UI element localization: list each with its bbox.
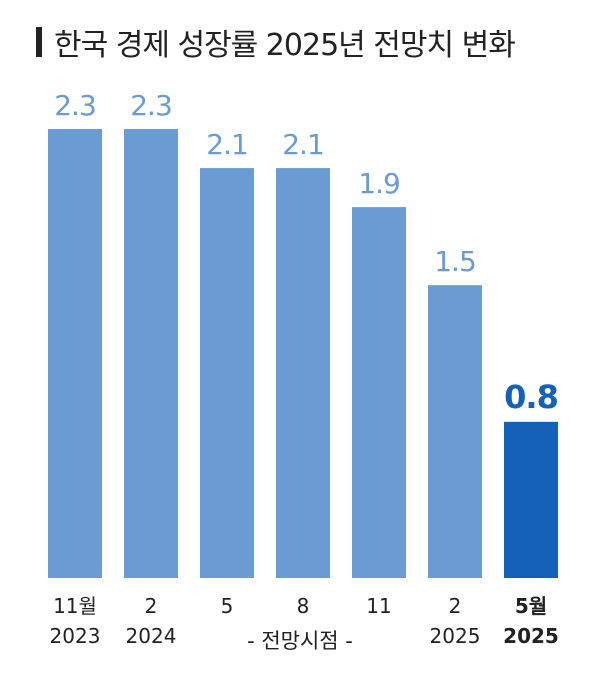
data-label-5: 1.5 (434, 245, 476, 278)
x-tick-month-2: 5 (221, 594, 234, 618)
x-tick-year-1: 2024 (126, 624, 177, 648)
x-tick-month-6: 5월 (515, 594, 547, 618)
x-axis-period-label: - 전망시점 - (247, 629, 353, 653)
data-label-0: 2.3 (54, 89, 96, 122)
x-tick-year-0: 2023 (50, 624, 101, 648)
data-label-1: 2.3 (130, 89, 172, 122)
x-tick-month-1: 2 (145, 594, 158, 618)
x-tick-month-0: 11월 (53, 594, 97, 618)
bar-1 (124, 129, 178, 579)
title-marker (36, 27, 42, 57)
bar-4 (352, 207, 406, 578)
data-label-6: 0.8 (504, 378, 558, 416)
bar-3 (276, 168, 330, 578)
bar-0 (48, 129, 102, 579)
data-label-3: 2.1 (282, 128, 324, 161)
bar-5 (428, 285, 482, 578)
x-tick-month-3: 8 (297, 594, 310, 618)
x-tick-month-5: 2 (449, 594, 462, 618)
chart-title-text: 한국 경제 성장률 2025년 전망치 변화 (54, 28, 516, 63)
x-tick-year-5: 2025 (430, 624, 481, 648)
data-label-4: 1.9 (358, 167, 400, 200)
bar-6 (504, 421, 558, 578)
chart-title: 한국 경제 성장률 2025년 전망치 변화 (36, 20, 516, 64)
x-tick-year-6: 2025 (503, 624, 559, 648)
data-label-2: 2.1 (206, 128, 248, 161)
bar-2 (200, 168, 254, 578)
x-tick-month-4: 11 (366, 594, 391, 618)
